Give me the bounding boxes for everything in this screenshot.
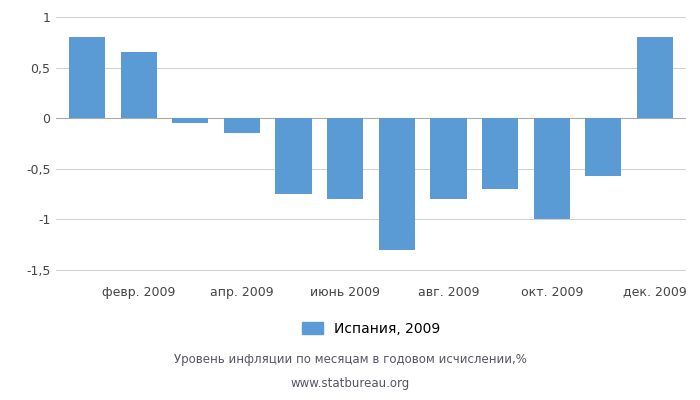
Bar xyxy=(533,118,570,219)
Bar xyxy=(224,118,260,133)
Bar xyxy=(379,118,415,250)
Bar xyxy=(482,118,518,189)
Bar xyxy=(430,118,466,199)
Bar xyxy=(120,52,157,118)
Bar xyxy=(172,118,209,123)
Text: Уровень инфляции по месяцам в годовом исчислении,%: Уровень инфляции по месяцам в годовом ис… xyxy=(174,354,526,366)
Bar xyxy=(69,37,105,118)
Bar xyxy=(637,37,673,118)
Bar xyxy=(585,118,622,176)
Legend: Испания, 2009: Испания, 2009 xyxy=(302,322,440,336)
Text: www.statbureau.org: www.statbureau.org xyxy=(290,378,410,390)
Bar xyxy=(276,118,312,194)
Bar xyxy=(327,118,363,199)
